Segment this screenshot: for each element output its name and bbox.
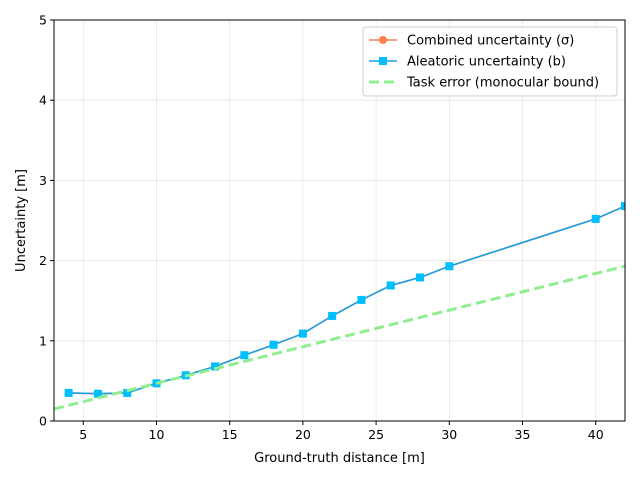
plot-frame bbox=[53, 19, 626, 422]
x-tick-label: 35 bbox=[515, 427, 531, 442]
y-tick-label: 1 bbox=[39, 333, 47, 348]
legend-item: Task error (monocular bound) bbox=[369, 76, 599, 91]
y-tick-label: 0 bbox=[39, 414, 47, 429]
y-tick-label: 3 bbox=[39, 173, 47, 188]
data-point bbox=[240, 351, 249, 360]
data-point bbox=[211, 362, 220, 371]
y-axis-label: Uncertainty [m] bbox=[14, 169, 29, 272]
x-tick-label: 10 bbox=[149, 427, 165, 442]
series-2 bbox=[54, 264, 625, 411]
data-point bbox=[64, 388, 73, 397]
x-tick-label: 25 bbox=[368, 427, 384, 442]
series-line bbox=[68, 205, 625, 395]
data-point bbox=[445, 262, 454, 271]
y-tick-label: 4 bbox=[39, 93, 47, 108]
legend-marker bbox=[379, 57, 387, 65]
data-point bbox=[357, 295, 366, 304]
legend-label: Aleatoric uncertainty (b) bbox=[407, 55, 566, 70]
ticks-layer: 5 10 15 20 25 30 35 40 0 1 2 3 4 5 bbox=[39, 13, 604, 443]
legend-item: Aleatoric uncertainty (b) bbox=[369, 55, 566, 70]
series-1 bbox=[64, 202, 625, 398]
series-line bbox=[54, 264, 625, 411]
data-point bbox=[621, 202, 625, 211]
data-point bbox=[93, 389, 102, 398]
x-axis-label: Ground-truth distance [m] bbox=[254, 451, 425, 466]
legend-label: Task error (monocular bound) bbox=[406, 76, 599, 91]
x-tick-label: 20 bbox=[295, 427, 311, 442]
data-point bbox=[386, 281, 395, 290]
series-0 bbox=[64, 202, 625, 398]
data-point bbox=[328, 311, 337, 320]
legend-item: Combined uncertainty (σ) bbox=[369, 34, 574, 49]
data-point bbox=[298, 329, 307, 338]
x-tick-label: 30 bbox=[441, 427, 457, 442]
data-point bbox=[416, 273, 425, 282]
legend: Combined uncertainty (σ) Aleatoric uncert… bbox=[362, 26, 618, 97]
data-point bbox=[591, 214, 600, 223]
legend-box bbox=[362, 26, 618, 97]
y-tick-label: 5 bbox=[39, 13, 47, 28]
series-line bbox=[68, 205, 625, 395]
series-layer bbox=[54, 202, 625, 411]
data-point bbox=[123, 388, 132, 397]
x-tick-label: 15 bbox=[222, 427, 238, 442]
data-point bbox=[269, 340, 278, 349]
legend-marker bbox=[379, 36, 387, 44]
legend-label: Combined uncertainty (σ) bbox=[407, 34, 574, 49]
y-tick-label: 2 bbox=[39, 253, 47, 268]
x-tick-label: 5 bbox=[79, 427, 87, 442]
x-tick-label: 40 bbox=[588, 427, 604, 442]
